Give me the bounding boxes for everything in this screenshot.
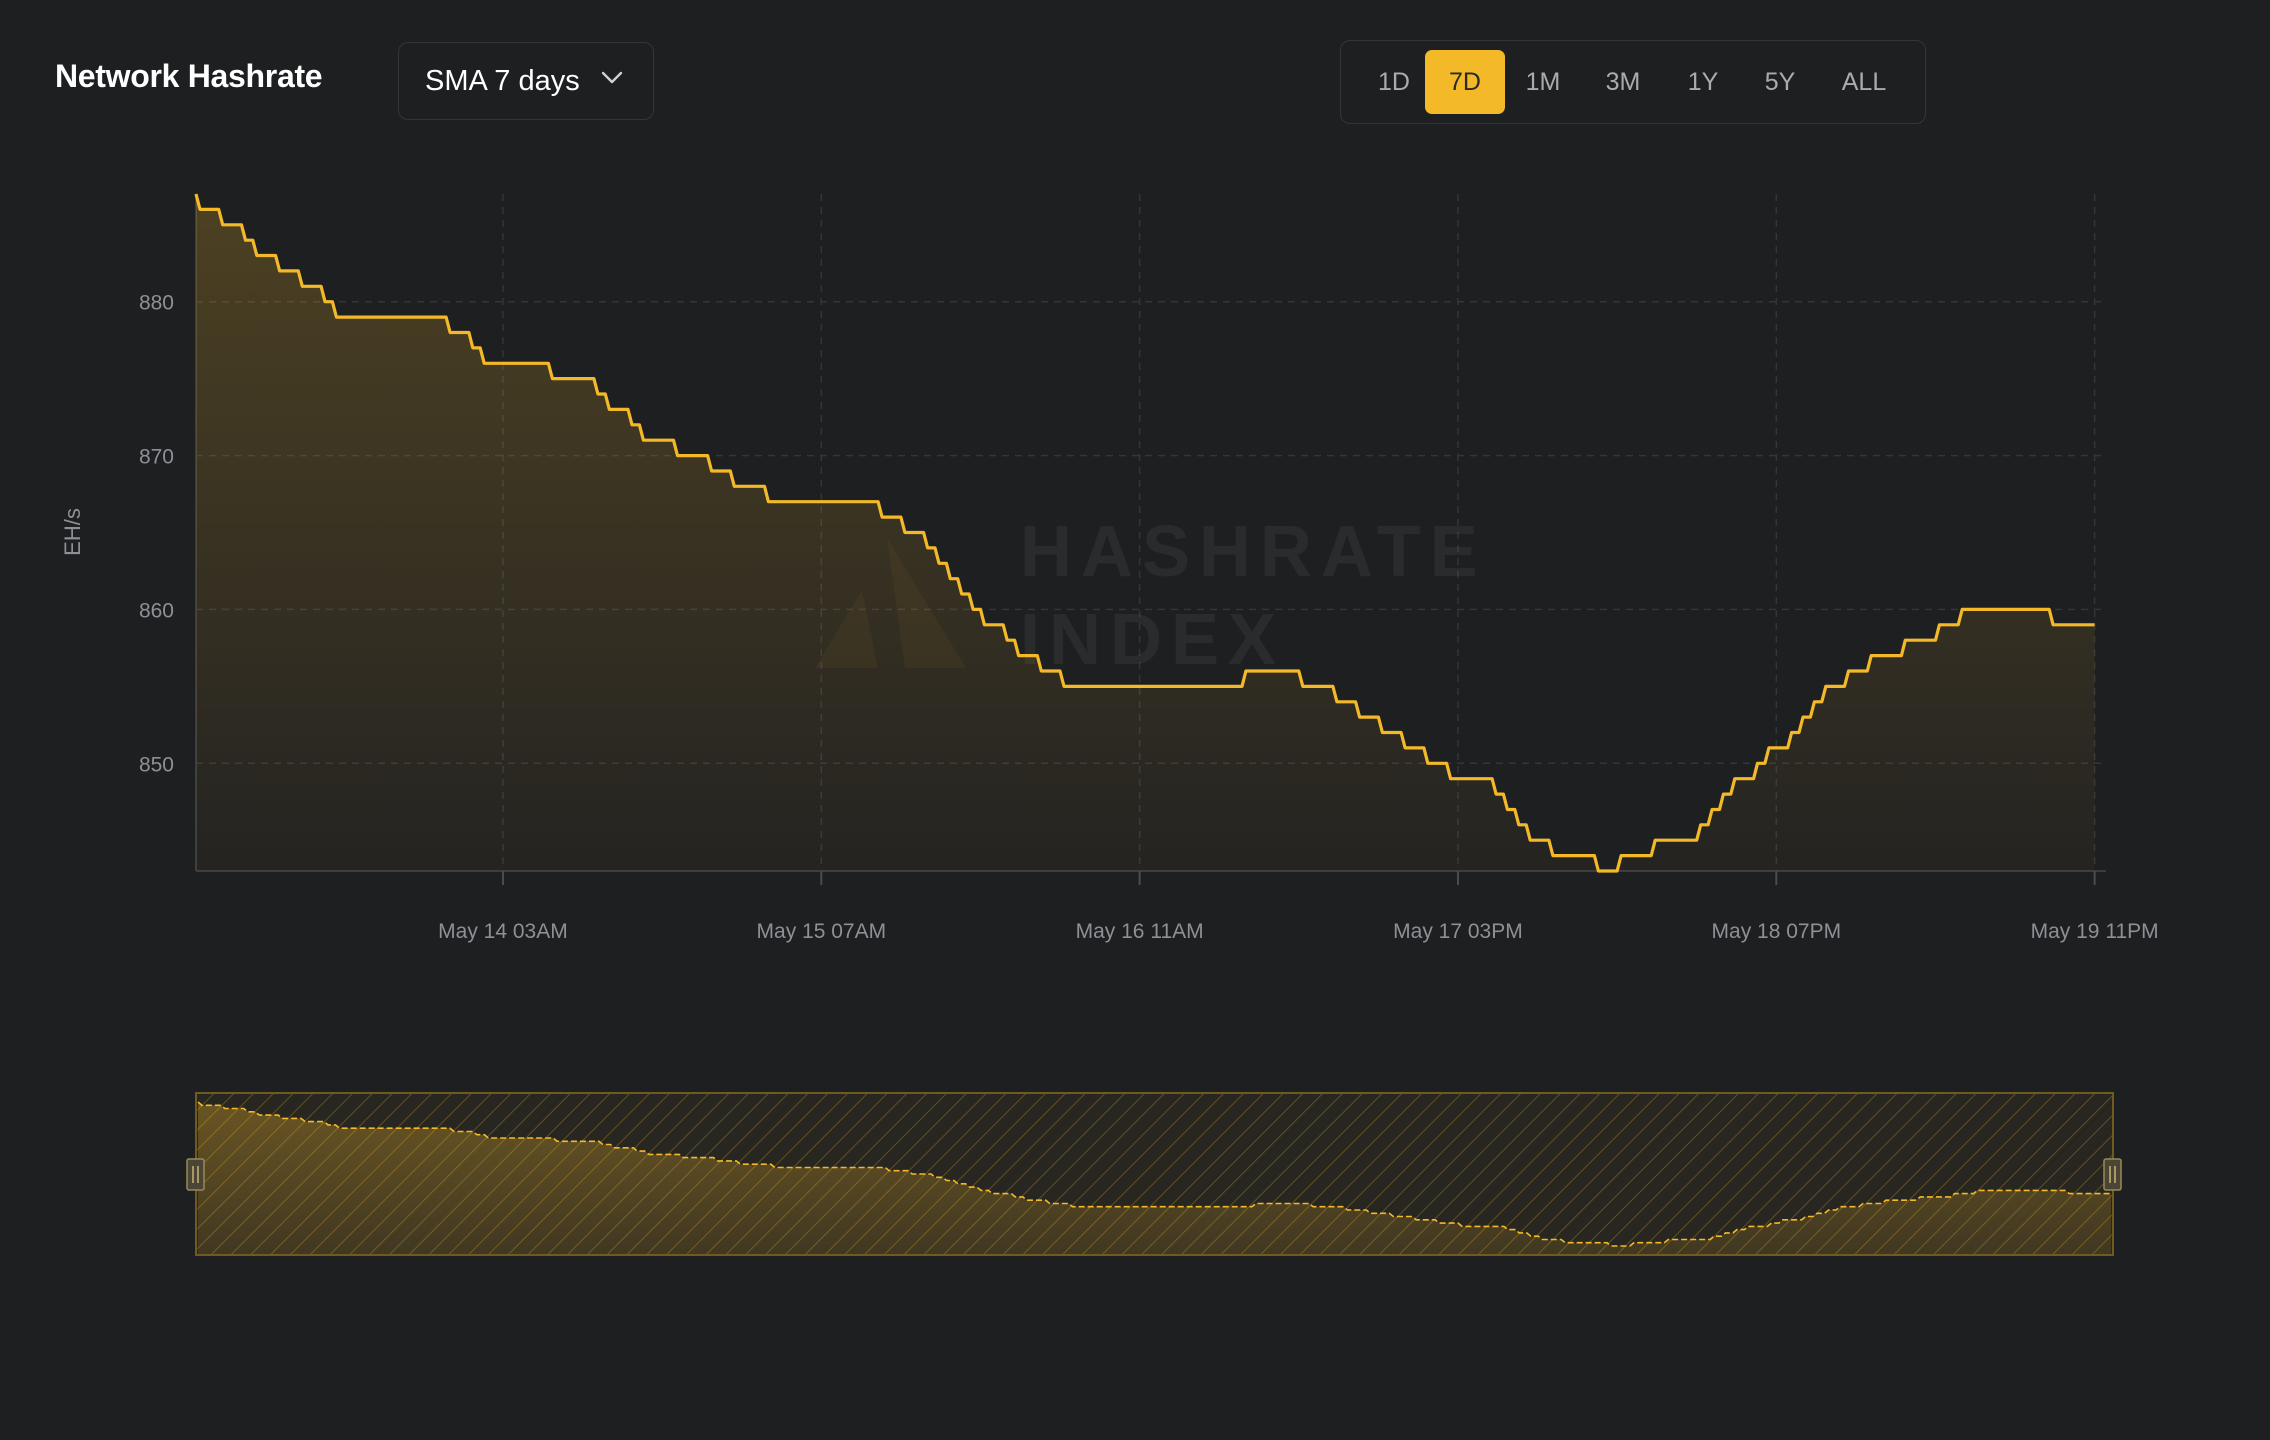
navigator-area (198, 1102, 2111, 1254)
y-tick-label: 850 (139, 753, 174, 776)
x-tick-label: May 14 03AM (438, 920, 568, 943)
y-axis: 850 860 870 880 (139, 292, 174, 777)
x-tick-label: May 17 03PM (1393, 920, 1523, 943)
range-button-all[interactable]: ALL (1841, 67, 1887, 96)
sma-dropdown-label: SMA 7 days (425, 64, 580, 97)
x-axis: May 14 03AM May 15 07AM May 16 11AM May 17 … (438, 871, 2159, 943)
x-tick-label: May 16 11AM (1076, 920, 1204, 943)
range-button-1y[interactable]: 1Y (1687, 67, 1719, 96)
range-button-1d[interactable]: 1D (1378, 67, 1410, 96)
navigator-right-handle[interactable] (2103, 1158, 2122, 1191)
range-button-7d[interactable]: 7D (1425, 50, 1505, 114)
page-title: Network Hashrate (55, 58, 323, 94)
y-tick-label: 870 (139, 446, 174, 469)
y-tick-label: 860 (139, 599, 174, 622)
x-tick-label: May 15 07AM (757, 920, 887, 943)
range-selector: 1D 7D 1M 3M 1Y 5Y ALL (1340, 40, 1926, 124)
range-button-1m[interactable]: 1M (1525, 67, 1561, 96)
watermark: HASHRATE INDEX (815, 512, 1487, 680)
chevron-down-icon (601, 71, 623, 84)
range-button-5y[interactable]: 5Y (1764, 67, 1796, 96)
hashrate-line (194, 193, 2095, 873)
sma-dropdown[interactable]: SMA 7 days (398, 42, 654, 120)
navigator-line (197, 1101, 2111, 1247)
y-tick-label: 880 (139, 292, 174, 315)
range-button-3m[interactable]: 3M (1605, 67, 1641, 96)
hashrate-area (196, 194, 2095, 871)
x-tick-label: May 18 07PM (1712, 920, 1842, 943)
navigator-left-handle[interactable] (186, 1158, 205, 1191)
y-axis-label: EH/s (60, 508, 85, 556)
x-tick-label: May 19 11PM (2031, 920, 2159, 943)
watermark-text-line2: INDEX (1020, 600, 1285, 680)
range-navigator[interactable] (186, 1092, 2122, 1256)
watermark-text-line1: HASHRATE (1020, 512, 1487, 592)
